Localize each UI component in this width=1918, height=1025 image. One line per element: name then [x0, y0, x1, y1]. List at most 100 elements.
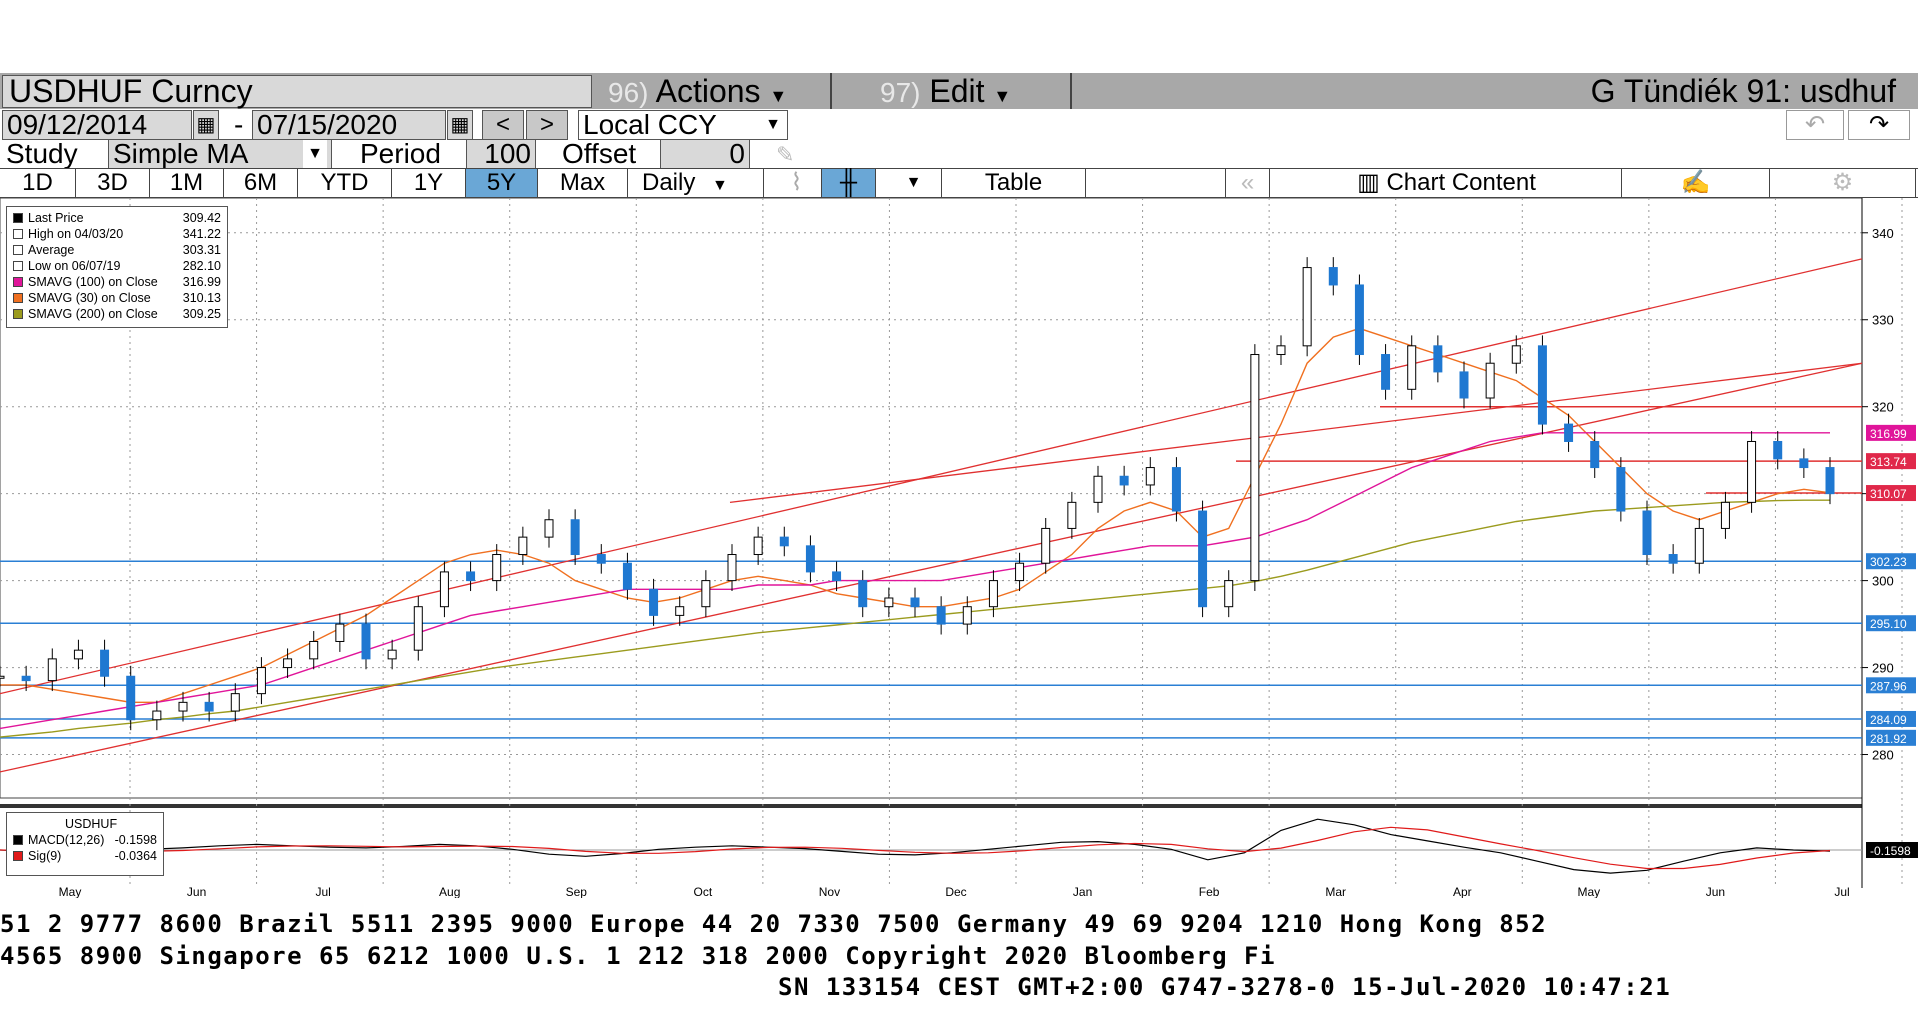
candle-chart-icon[interactable]: ╫ [822, 169, 876, 197]
candle-body [1354, 284, 1364, 356]
tab-1d[interactable]: 1D [0, 169, 76, 197]
calendar-icon[interactable]: ▦ [193, 110, 219, 140]
candle-body [701, 580, 711, 608]
edit-menu-button[interactable]: 97) Edit ▼ [880, 73, 1011, 109]
legend-value: 341.22 [182, 227, 221, 241]
tab-max[interactable]: Max [538, 169, 628, 197]
legend-row: High on 04/03/20 341.22 [13, 226, 221, 242]
signal-line [0, 826, 1831, 870]
redo-icon[interactable]: ↷ [1848, 110, 1910, 140]
offset-field[interactable]: 0 [660, 139, 750, 169]
month-tick-label: Jun [187, 885, 206, 898]
actions-menu-number: 96) [608, 77, 649, 108]
candle-body [884, 597, 894, 608]
candle-body [858, 580, 868, 608]
legend-swatch [13, 277, 23, 287]
candle-body [73, 649, 83, 660]
trend-line [0, 362, 1863, 773]
legend-row: SMAVG (200) on Close 309.25 [13, 306, 221, 322]
macd-value-tag-label: -0.1598 [1870, 844, 1911, 858]
period-field[interactable]: 100 [466, 139, 536, 169]
blank-tab [1086, 169, 1226, 197]
candle-body [0, 675, 5, 679]
chevron-down-icon: ▼ [303, 140, 327, 168]
legend-swatch [13, 835, 23, 845]
y-tick-label: 280 [1872, 748, 1894, 763]
currency-dropdown[interactable]: Local CCY ▼ [578, 110, 788, 140]
end-date-field[interactable]: 07/15/2020 [252, 110, 446, 140]
candle-body [466, 571, 476, 582]
candle-body [100, 649, 110, 677]
chevron-down-icon: ▼ [712, 177, 728, 194]
calendar-icon[interactable]: ▦ [447, 110, 473, 140]
candle-body [727, 554, 737, 582]
study-dropdown[interactable]: Simple MA ▼ [108, 139, 332, 169]
table-button[interactable]: Table [942, 169, 1086, 197]
price-tag-label: 295.10 [1870, 617, 1907, 631]
legend-value: 310.13 [182, 291, 221, 305]
month-tick-label: Jun [1706, 885, 1725, 898]
tab-ytd[interactable]: YTD [298, 169, 392, 197]
candle-body [1668, 554, 1678, 564]
candle-body [805, 545, 815, 573]
price-tag [1866, 729, 1916, 746]
previous-range-button[interactable]: < [482, 110, 524, 140]
month-tick-label: Jan [1073, 885, 1092, 898]
tab-5y[interactable]: 5Y [466, 169, 538, 197]
candle-body [936, 606, 946, 625]
moving-average-line [0, 432, 1830, 730]
price-tag-label: 310.07 [1870, 487, 1907, 501]
candle-body [1224, 580, 1234, 608]
legend-value: 316.99 [182, 275, 221, 289]
legend-swatch [13, 293, 23, 303]
chart-content-icon: ▥ [1357, 169, 1380, 196]
candle-body [1302, 267, 1312, 347]
legend-row: SMAVG (30) on Close 310.13 [13, 290, 221, 306]
price-tag [1866, 453, 1916, 470]
undo-icon[interactable]: ↶ [1786, 110, 1844, 140]
legend-label: Last Price [28, 211, 84, 225]
tab-3d[interactable]: 3D [76, 169, 150, 197]
candle-body [1145, 467, 1155, 486]
gear-icon[interactable]: ⚙ [1770, 169, 1916, 197]
moving-average-line [0, 499, 1830, 738]
ticker-field[interactable]: USDHUF Curncy [2, 75, 592, 108]
candle-body [1564, 423, 1574, 442]
legend-swatch [13, 309, 23, 319]
legend-label: High on 04/03/20 [28, 227, 124, 241]
candle-body [1276, 345, 1286, 356]
ticker-tape-line-1: 51 2 9777 8600 Brazil 5511 2395 9000 Eur… [0, 910, 1548, 938]
legend-row: SMAVG (100) on Close 316.99 [13, 274, 221, 290]
candle-body [649, 588, 659, 616]
chevron-down-icon[interactable]: ▼ [886, 169, 942, 197]
macd-legend: USDHUF MACD(12,26) -0.1598 Sig(9) -0.0364 [6, 812, 164, 876]
actions-menu-button[interactable]: 96) Actions ▼ [608, 73, 787, 109]
candle-body [1407, 345, 1417, 390]
ticker-tape-line-2: 4565 8900 Singapore 65 6212 1000 U.S. 1 … [0, 942, 1276, 970]
tab-6m[interactable]: 6M [224, 169, 298, 197]
price-tag-label: 302.23 [1870, 555, 1907, 569]
collapse-icon[interactable]: « [1226, 169, 1270, 197]
pencil-icon[interactable]: ✎ [776, 142, 795, 167]
candle-body [335, 623, 345, 642]
start-date-field[interactable]: 09/12/2014 [2, 110, 192, 140]
ticker-tape-line-3: SN 133154 CEST GMT+2:00 G747-3278-0 15-J… [778, 973, 1672, 1001]
month-tick-label: Apr [1453, 885, 1472, 898]
candle-body [439, 571, 449, 608]
chart-legend: Last Price 309.42 High on 04/03/20 341.22 Av… [6, 206, 228, 328]
line-chart-icon[interactable]: ⌇ [772, 169, 822, 197]
month-tick-label: Dec [945, 885, 966, 898]
frequency-dropdown[interactable]: Daily ▼ [628, 169, 764, 197]
chart-title-right: G Tündiék 91: usdhuf [1590, 73, 1896, 109]
actions-menu-label: Actions [655, 73, 761, 109]
price-tag-label: 313.74 [1870, 455, 1907, 469]
chart-content-button[interactable]: ▥ Chart Content [1272, 169, 1622, 197]
tab-1y[interactable]: 1Y [392, 169, 466, 197]
annotate-icon[interactable]: ✍ [1622, 169, 1770, 197]
next-range-button[interactable]: > [526, 110, 568, 140]
edit-menu-label: Edit [929, 73, 985, 109]
period-label: Period [360, 138, 441, 169]
tab-1m[interactable]: 1M [150, 169, 224, 197]
legend-swatch [13, 851, 23, 861]
candle-body [1825, 467, 1835, 495]
